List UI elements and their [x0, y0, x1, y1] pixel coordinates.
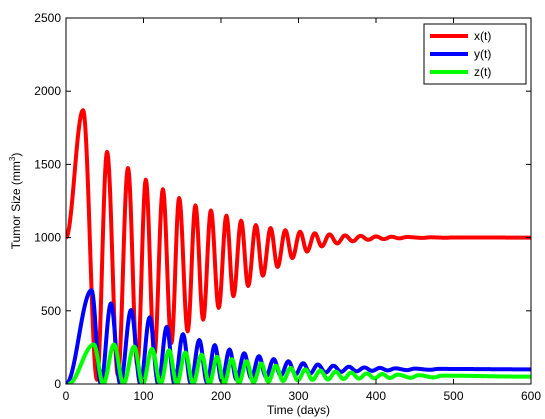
x-tick-label-1: 100: [133, 389, 153, 403]
x-axis-label: Time (days): [267, 403, 330, 417]
legend-label-1: y(t): [474, 47, 491, 61]
x-tick-label-4: 400: [366, 389, 386, 403]
y-axis-label: Tumor Size (mm3): [8, 153, 23, 250]
ticks-layer: 0 100 200 300 400 500 600 0 500 1000 1500 2000 2500: [34, 11, 541, 403]
legend-label-0: x(t): [474, 29, 491, 43]
y-tick-label-4: 2000: [34, 84, 61, 98]
x-tick-label-3: 300: [288, 389, 308, 403]
y-tick-label-2: 1000: [34, 231, 61, 245]
x-tick-label-6: 600: [521, 389, 541, 403]
y-tick-label-3: 1500: [34, 157, 61, 171]
y-tick-label-0: 0: [54, 377, 61, 391]
series-line-0: [66, 108, 531, 382]
legend: x(t) y(t) z(t): [423, 23, 527, 85]
y-tick-label-5: 2500: [34, 11, 61, 25]
y-axis-label-end: ): [9, 153, 23, 157]
y-axis-label-main: Tumor Size (mm: [9, 161, 23, 249]
x-tick-label-5: 500: [443, 389, 463, 403]
x-tick-label-0: 0: [63, 389, 70, 403]
series-line-2: [66, 342, 531, 384]
legend-label-2: z(t): [474, 65, 491, 79]
x-tick-label-2: 200: [211, 389, 231, 403]
series-layer: [66, 108, 531, 384]
series-line-1: [66, 288, 531, 384]
y-axis-label-superscript: 3: [8, 156, 17, 161]
y-tick-label-1: 500: [41, 304, 61, 318]
